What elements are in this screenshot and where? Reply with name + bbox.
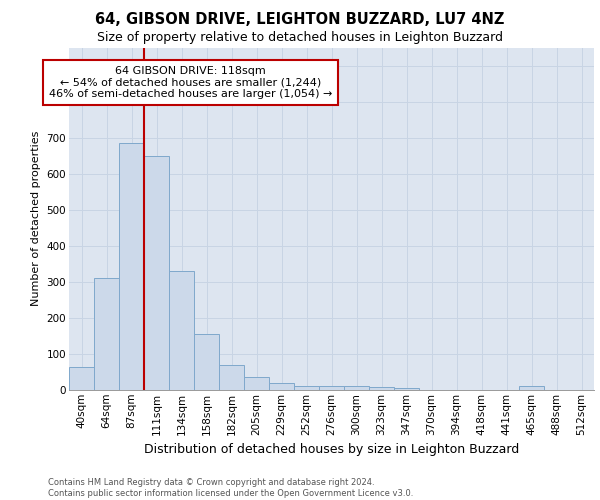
Bar <box>319 386 344 390</box>
Bar <box>269 383 294 390</box>
Text: Size of property relative to detached houses in Leighton Buzzard: Size of property relative to detached ho… <box>97 31 503 44</box>
Bar <box>69 366 94 390</box>
Bar <box>244 378 269 390</box>
Bar <box>194 334 219 390</box>
Bar <box>344 386 369 390</box>
Bar <box>519 386 544 390</box>
Bar <box>294 386 319 390</box>
Y-axis label: Number of detached properties: Number of detached properties <box>31 131 41 306</box>
Bar <box>219 366 244 390</box>
Text: Contains HM Land Registry data © Crown copyright and database right 2024.
Contai: Contains HM Land Registry data © Crown c… <box>48 478 413 498</box>
Bar <box>144 156 169 390</box>
Bar <box>394 388 419 390</box>
Bar <box>369 387 394 390</box>
X-axis label: Distribution of detached houses by size in Leighton Buzzard: Distribution of detached houses by size … <box>144 443 519 456</box>
Bar <box>119 143 144 390</box>
Bar <box>169 271 194 390</box>
Text: 64 GIBSON DRIVE: 118sqm
← 54% of detached houses are smaller (1,244)
46% of semi: 64 GIBSON DRIVE: 118sqm ← 54% of detache… <box>49 66 332 100</box>
Bar <box>94 278 119 390</box>
Text: 64, GIBSON DRIVE, LEIGHTON BUZZARD, LU7 4NZ: 64, GIBSON DRIVE, LEIGHTON BUZZARD, LU7 … <box>95 12 505 28</box>
